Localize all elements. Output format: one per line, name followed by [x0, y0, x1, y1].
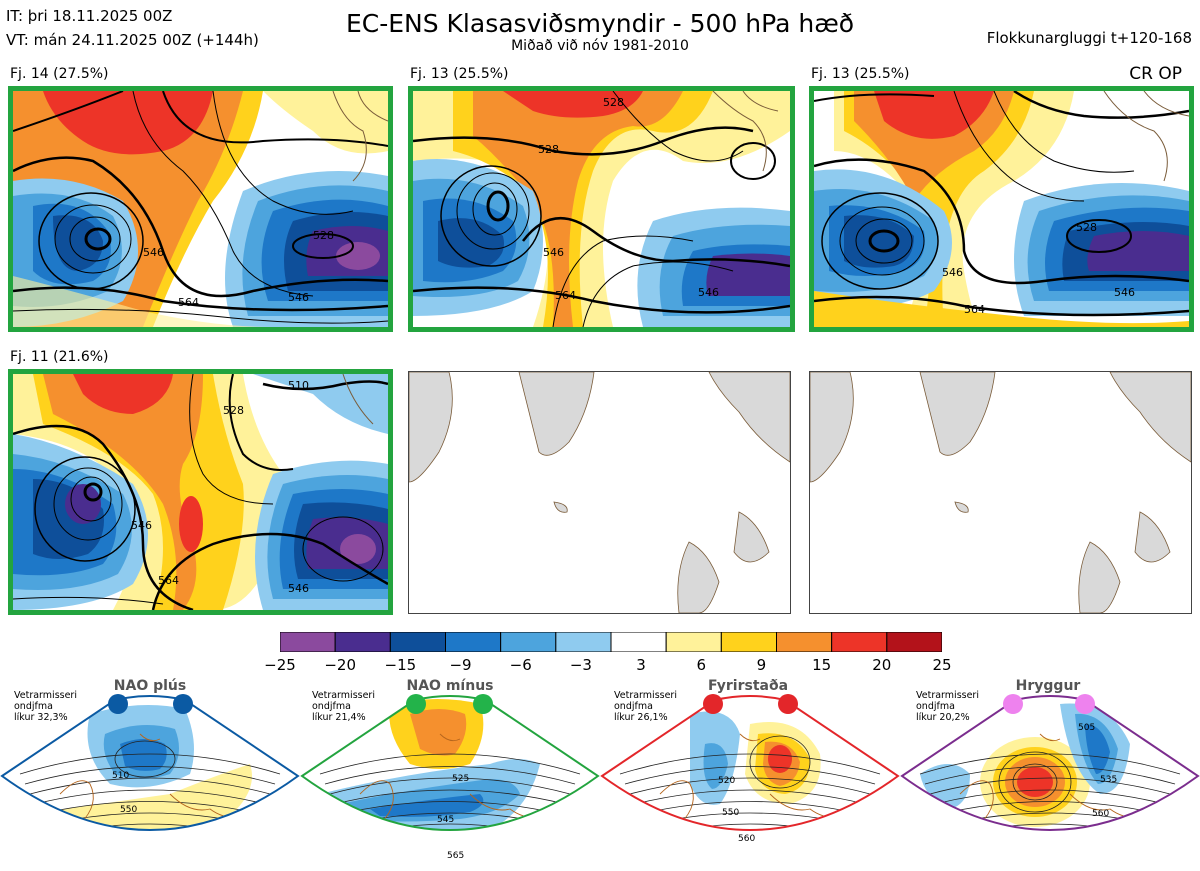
colorbar-tick-label: −20	[324, 656, 356, 674]
contour-label: 510	[112, 771, 129, 781]
regime-title-ridge: Hryggur	[1015, 678, 1081, 694]
contour-label: 565	[447, 851, 464, 861]
cr-op-label: CR OP	[1129, 64, 1182, 84]
contour-label: 535	[1100, 775, 1117, 785]
contour-label: 528	[538, 143, 559, 156]
contour-label: 520	[718, 776, 735, 786]
regime-frame	[600, 695, 900, 831]
valid-time-label: VT: mán 24.11.2025 00Z (+144h)	[6, 31, 259, 49]
regime-map-nao-minus: 525 545 565	[300, 694, 600, 871]
contour-label: 528	[603, 96, 624, 109]
colorbar-segment	[831, 631, 888, 653]
contour-label: 546	[698, 286, 719, 299]
empty-map-5	[408, 371, 791, 614]
cluster-map-3[interactable]: 528 546 564 546	[809, 86, 1194, 332]
colorbar-tick-label: −9	[449, 656, 472, 674]
contour-label: 528	[313, 229, 334, 242]
regime-dot	[703, 694, 723, 714]
contour-label: 528	[1076, 221, 1097, 234]
regime-dot	[778, 694, 798, 714]
regime-dot	[173, 694, 193, 714]
contour-label: 546	[942, 266, 963, 279]
colorbar-segment	[886, 631, 943, 653]
colorbar-segment	[279, 631, 336, 653]
cluster-map-1[interactable]: 564 528 546 546	[8, 86, 393, 332]
contour-label: 505	[1078, 723, 1095, 733]
contour-label: 564	[158, 574, 179, 587]
colorbar-segment	[776, 631, 833, 653]
contour-label: 546	[1114, 286, 1135, 299]
colorbar-segment	[389, 631, 447, 653]
regime-dot	[473, 694, 493, 714]
contour-label: 546	[143, 246, 164, 259]
panel-label-3: Fj. 13 (25.5%)	[811, 66, 910, 82]
colorbar-segment	[720, 631, 778, 653]
regime-dot	[1075, 694, 1095, 714]
contour-label: 546	[288, 582, 309, 595]
panel-label-2: Fj. 13 (25.5%)	[410, 66, 509, 82]
colorbar-tick-label: −15	[384, 656, 417, 674]
colorbar-tick-label: 6	[696, 656, 707, 674]
colorbar-segment	[555, 631, 612, 653]
regime-note-blocking: Vetrarmisseri ondjfma líkur 26,1%	[614, 690, 677, 723]
regime-title-blocking: Fyrirstaða	[707, 678, 789, 694]
regime-map-blocking: 520 550 560	[600, 694, 900, 871]
colorbar-segment	[500, 631, 557, 653]
colorbar-segment	[610, 631, 667, 653]
colorbar-segment	[334, 631, 391, 653]
contour-label: 528	[223, 404, 244, 417]
regime-note-nao-minus: Vetrarmisseri ondjfma líkur 21,4%	[312, 690, 375, 723]
contour-label: 550	[722, 808, 739, 818]
regime-dot	[406, 694, 426, 714]
regime-frame	[300, 695, 600, 831]
contour-label: 546	[288, 291, 309, 304]
panel-label-1: Fj. 14 (27.5%)	[10, 66, 109, 82]
regime-map-nao-plus: 510 550	[0, 694, 300, 871]
colorbar-tick-label: 25	[932, 656, 952, 674]
regime-dot	[108, 694, 128, 714]
regime-note-ridge: Vetrarmisseri ondjfma líkur 20,2%	[916, 690, 979, 723]
colorbar-segment	[445, 631, 502, 653]
regime-map-ridge: 505 535 560	[900, 694, 1200, 871]
colorbar	[279, 631, 943, 653]
regime-title-nao-plus: NAO plús	[113, 678, 187, 694]
contour-label: 546	[131, 519, 152, 532]
colorbar-tick-label: 3	[636, 656, 646, 674]
classification-window-label: Flokkunargluggi t+120-168	[986, 29, 1192, 47]
regime-title-nao-minus: NAO mínus	[406, 678, 494, 694]
header-info: IT: þri 18.11.2025 00Z VT: mán 24.11.202…	[6, 4, 259, 52]
colorbar-tick-label: 20	[872, 656, 892, 674]
contour-label: 546	[543, 246, 564, 259]
colorbar-segment	[665, 631, 722, 653]
contour-label: 564	[555, 289, 576, 302]
colorbar-tick-label: −25	[264, 656, 296, 674]
colorbar-tick-label: −6	[509, 656, 532, 674]
page-subtitle: Miðað við nóv 1981-2010	[511, 38, 689, 54]
regime-note-nao-plus: Vetrarmisseri ondjfma líkur 32,3%	[14, 690, 77, 723]
colorbar-ticks: −25 −20 −15 −9 −6 −3 3 6 9 15 20 25	[264, 656, 951, 674]
contour-label: 545	[437, 815, 454, 825]
contour-label: 560	[738, 834, 755, 844]
regime-dot	[1003, 694, 1023, 714]
contour-label: 510	[288, 379, 309, 392]
cluster-map-2[interactable]: 528 528 546 564 546	[408, 86, 795, 332]
regime-frame	[0, 695, 300, 831]
contour-label: 564	[964, 303, 985, 316]
colorbar-tick-label: −3	[569, 656, 592, 674]
regime-frame	[900, 695, 1200, 831]
page-title: EC-ENS Klasasviðsmyndir - 500 hPa hæð	[345, 9, 855, 38]
contour-label: 560	[1092, 809, 1109, 819]
contour-label: 550	[120, 805, 137, 815]
initial-time-label: IT: þri 18.11.2025 00Z	[6, 7, 173, 25]
panel-label-4: Fj. 11 (21.6%)	[10, 349, 109, 365]
colorbar-tick-label: 15	[812, 656, 832, 674]
contour-label: 564	[178, 296, 199, 309]
empty-map-6	[809, 371, 1192, 614]
contour-label: 525	[452, 774, 469, 784]
cluster-map-4[interactable]: 510 528 546 564 546	[8, 369, 393, 615]
colorbar-tick-label: 9	[756, 656, 767, 674]
